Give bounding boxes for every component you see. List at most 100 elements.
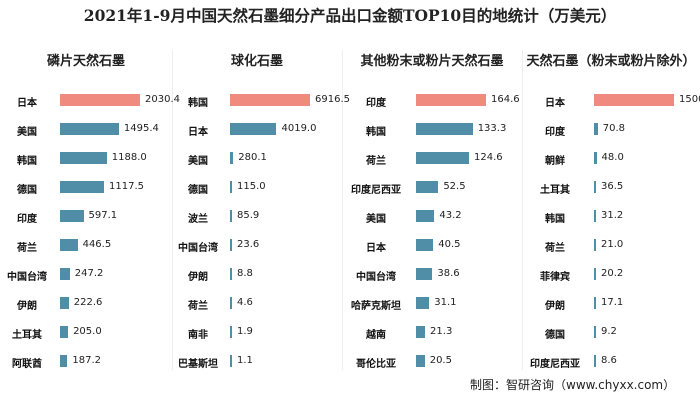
bar-row: 韩国 1188.0 [0,148,172,177]
bar [230,123,277,135]
panel-title: 磷片天然石墨 [46,54,125,69]
bar [60,94,140,106]
panel-divider [342,50,343,370]
value-label: 115.0 [237,181,266,192]
panel-title: 天然石墨（粉末或粉片除外） [526,54,696,69]
bar-list: 印度 164.6 韩国 133.3 荷兰 124.6 印度尼西亚 52.5 美国 43.2 日本 40… [342,90,522,380]
category-label: 韩国 [188,98,208,109]
category-label: 日本 [545,98,565,109]
bar-row: 中国台湾 247.2 [0,264,172,293]
bar [594,239,596,251]
bar-row: 荷兰 4.6 [172,293,342,322]
bar-row: 韩国 31.2 [522,206,700,235]
category-label: 印度尼西亚 [530,359,580,370]
value-label: 31.1 [434,297,457,308]
category-label: 韩国 [366,127,386,138]
bar [416,210,435,222]
value-label: 597.1 [88,210,118,221]
value-label: 43.2 [439,210,462,221]
value-label: 20.5 [429,355,452,366]
bar-row: 日本 1500.5 [522,90,700,119]
category-label: 印度 [545,127,565,138]
category-label: 美国 [17,127,37,138]
bar-row: 荷兰 124.6 [342,148,522,177]
value-label: 133.3 [477,123,507,134]
category-label: 中国台湾 [178,243,218,254]
value-label: 20.2 [601,268,624,279]
value-label: 4.6 [237,297,253,308]
bar-row: 越南 21.3 [342,322,522,351]
category-label: 南非 [188,330,208,341]
value-label: 124.6 [473,152,503,163]
bar [594,94,674,106]
value-label: 8.8 [237,268,253,279]
value-label: 23.6 [237,239,260,250]
category-label: 哈萨克斯坦 [351,301,401,312]
category-label: 土耳其 [540,185,570,196]
category-label: 美国 [366,214,386,225]
category-label: 韩国 [17,156,37,167]
bar [230,326,232,338]
chart-title: 2021年1-9月中国天然石墨细分产品出口金额TOP10目的地统计（万美元） [83,6,617,25]
value-label: 52.5 [443,181,466,192]
category-label: 伊朗 [545,301,565,312]
value-label: 70.8 [602,123,626,134]
category-label: 朝鲜 [545,156,565,167]
bar-row: 中国台湾 23.6 [172,235,342,264]
bar-row: 印度 70.8 [522,119,700,148]
bar-row: 伊朗 8.8 [172,264,342,293]
category-label: 日本 [366,243,386,254]
value-label: 4019.0 [281,123,317,134]
bar-row: 日本 40.5 [342,235,522,264]
bar-row: 朝鲜 48.0 [522,148,700,177]
bar [416,123,473,135]
bar-row: 日本 4019.0 [172,119,342,148]
category-label: 德国 [545,330,565,341]
bar-row: 印度尼西亚 8.6 [522,351,700,380]
bar-list: 日本 1500.5 印度 70.8 朝鲜 48.0 土耳其 36.5 韩国 31.2 荷兰 21.0 菲… [522,90,700,380]
bar [416,297,430,309]
bar [60,326,69,338]
category-label: 印度尼西亚 [351,185,401,196]
bar [230,268,232,280]
category-label: 越南 [366,330,386,341]
category-label: 德国 [17,185,37,196]
value-label: 9.2 [601,326,617,337]
category-label: 日本 [17,98,37,109]
value-label: 38.6 [437,268,460,279]
bar-row: 日本 2030.4 [0,90,180,119]
value-label: 247.2 [74,268,104,279]
bar [594,355,596,367]
bar [416,152,469,164]
bar-row: 美国 280.1 [172,148,342,177]
bar-row: 德国 9.2 [522,322,700,351]
category-label: 印度 [366,98,386,109]
panel-title: 球化石墨 [230,54,283,69]
bar-row: 阿联酋 187.2 [0,351,172,380]
value-label: 2030.4 [145,94,180,105]
category-label: 阿联酋 [12,359,42,370]
bar-row: 伊朗 17.1 [522,293,700,322]
value-label: 187.2 [72,355,102,366]
bar-row: 菲律宾 20.2 [522,264,700,293]
bar-row: 荷兰 21.0 [522,235,700,264]
value-label: 1495.4 [123,123,159,134]
category-label: 菲律宾 [540,272,570,283]
bar-row: 土耳其 205.0 [0,322,172,351]
bar [416,94,486,106]
value-label: 1.9 [237,326,253,337]
bar [230,355,232,367]
bar [416,239,434,251]
value-label: 1.1 [237,355,253,366]
bar [60,181,105,193]
bar [60,152,107,164]
bar [230,152,234,164]
category-label: 美国 [188,156,208,167]
value-label: 36.5 [601,181,624,192]
value-label: 31.2 [601,210,624,221]
value-label: 17.1 [601,297,624,308]
bar-row: 南非 1.9 [172,322,342,351]
bar [594,326,596,338]
panel-flake-graphite: 磷片天然石墨 日本 2030.4 美国 1495.4 韩国 1188.0 德国 1117.5 印… [0,50,180,370]
bar [230,94,310,106]
